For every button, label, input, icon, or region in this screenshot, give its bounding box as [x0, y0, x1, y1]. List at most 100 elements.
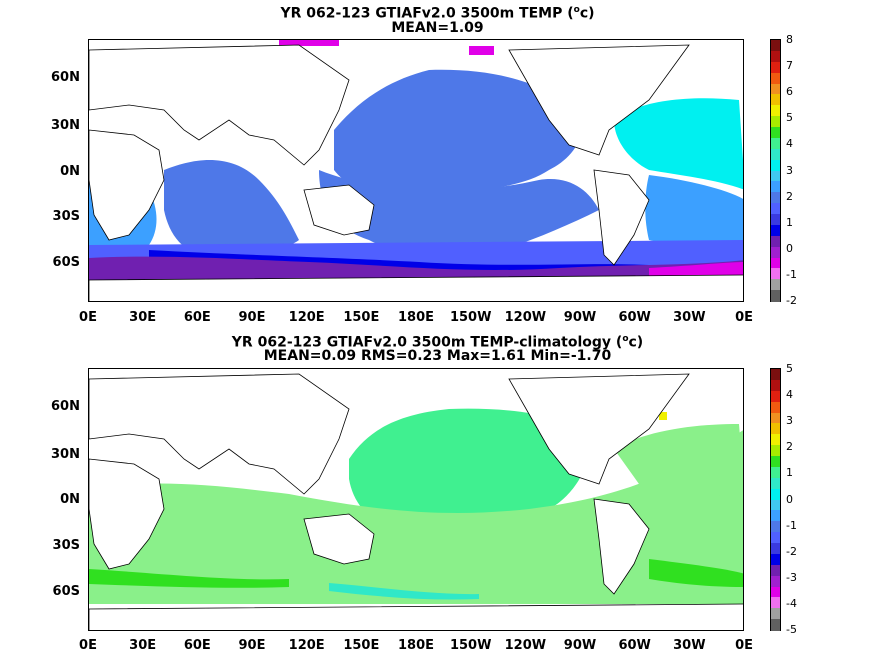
- bottom-land-eurasia: [89, 373, 350, 495]
- colorbar-cell: [771, 608, 780, 620]
- top-title-degree: o: [573, 5, 580, 15]
- top-atlantic-north-region: [614, 98, 743, 190]
- bottom-world-ocean-region: [89, 430, 743, 604]
- colorbar-cell: [771, 477, 780, 490]
- top-lat-30n: 30N: [51, 118, 80, 133]
- bottom-land-antarctica: [89, 603, 743, 630]
- lon-label: 30E: [129, 638, 157, 653]
- colorbar-cell: [771, 564, 780, 577]
- colorbar-tick-label: 5: [786, 362, 793, 375]
- colorbar-tick-label: 2: [786, 189, 793, 203]
- colorbar-cell: [771, 137, 780, 150]
- lon-label: 60W: [618, 638, 651, 653]
- top-north-pacific-region: [334, 69, 582, 201]
- colorbar-tick-label: 1: [786, 466, 793, 480]
- colorbar-cell: [771, 543, 780, 555]
- top-lat-60s: 60S: [52, 255, 80, 270]
- bottom-southern-green-band: [89, 569, 289, 588]
- top-atlantic-south-region: [645, 175, 743, 248]
- colorbar-tick-label: 3: [786, 414, 793, 428]
- colorbar-tick-label: -2: [786, 544, 797, 558]
- bottom-lat-60n: 60N: [51, 399, 80, 414]
- colorbar-cell: [771, 257, 780, 269]
- lon-label: 60E: [183, 310, 211, 325]
- colorbar-cell: [771, 401, 780, 413]
- colorbar-cell: [771, 434, 780, 446]
- colorbar-cell: [771, 170, 780, 182]
- colorbar-cell: [771, 510, 780, 522]
- lon-label: 120W: [504, 638, 547, 653]
- colorbar-tick-label: 4: [786, 137, 793, 151]
- colorbar-tick-label: 6: [786, 85, 793, 99]
- colorbar-tick-label: 1: [786, 215, 793, 229]
- lon-label: 30W: [673, 310, 706, 325]
- top-lat-60n: 60N: [51, 70, 80, 85]
- bottom-land-africa: [89, 458, 165, 570]
- colorbar-cell: [771, 214, 780, 226]
- bottom-stats: MEAN=0.09 RMS=0.23 Max=1.61 Min=-1.70: [263, 348, 612, 364]
- lon-label: 0E: [735, 310, 753, 325]
- bottom-land-southamerica: [593, 498, 650, 595]
- colorbar-cell: [771, 379, 780, 392]
- bottom-cyan-patch: [329, 583, 479, 600]
- bottom-yellow-spot: [659, 412, 667, 420]
- lon-label: 120E: [288, 310, 325, 325]
- colorbar-cell: [771, 290, 780, 302]
- lon-label: 180E: [398, 310, 435, 325]
- colorbar-tick-label: 4: [786, 388, 793, 402]
- colorbar-cell: [771, 40, 780, 52]
- colorbar-cell: [771, 224, 780, 237]
- colorbar-cell: [771, 72, 780, 84]
- colorbar-cell: [771, 83, 780, 95]
- colorbar-tick-label: 5: [786, 111, 793, 125]
- top-colorbar: [770, 39, 781, 302]
- bottom-title: YR 062-123 GTIAFv2.0 3500m TEMP-climatol…: [0, 331, 875, 351]
- bottom-south-atlantic-green: [649, 559, 743, 587]
- colorbar-tick-label: -1: [786, 518, 797, 532]
- colorbar-cell: [771, 369, 780, 381]
- lon-label: 150E: [343, 638, 380, 653]
- lon-label: 60W: [618, 310, 651, 325]
- top-land-southamerica: [593, 169, 650, 266]
- colorbar-cell: [771, 619, 780, 631]
- top-land-northamerica: [508, 44, 690, 156]
- bottom-title-unit: c): [628, 334, 644, 351]
- colorbar-tick-label: 0: [786, 492, 793, 506]
- bottom-land-australia: [303, 513, 375, 565]
- top-title-unit: c): [579, 5, 595, 22]
- lon-label: 90E: [238, 310, 266, 325]
- colorbar-cell: [771, 423, 780, 435]
- colorbar-cell: [771, 181, 780, 193]
- top-arctic-patch: [279, 40, 339, 46]
- lon-label: 0E: [735, 638, 753, 653]
- lon-label: 150W: [449, 638, 492, 653]
- colorbar-cell: [771, 521, 780, 533]
- top-arctic-patch-2: [469, 46, 494, 55]
- top-land-eurasia: [89, 44, 350, 166]
- colorbar-cell: [771, 105, 780, 117]
- lon-label: 0E: [79, 310, 97, 325]
- top-map-panel: [88, 39, 744, 302]
- colorbar-cell: [771, 159, 780, 171]
- lon-label: 90W: [563, 638, 597, 653]
- colorbar-cell: [771, 61, 780, 74]
- bottom-title-text: YR 062-123 GTIAFv2.0 3500m TEMP-climatol…: [231, 334, 623, 351]
- lon-label: 30E: [129, 310, 157, 325]
- bottom-lat-30s: 30S: [52, 538, 80, 553]
- top-title-text: YR 062-123 GTIAFv2.0 3500m TEMP (: [280, 5, 574, 22]
- lon-label: 60E: [183, 638, 211, 653]
- colorbar-cell: [771, 390, 780, 403]
- top-title: YR 062-123 GTIAFv2.0 3500m TEMP (oc): [0, 2, 875, 22]
- colorbar-cell: [771, 597, 780, 609]
- colorbar-cell: [771, 192, 780, 204]
- colorbar-cell: [771, 586, 780, 598]
- lon-label: 180E: [398, 638, 435, 653]
- colorbar-tick-label: 0: [786, 241, 793, 255]
- colorbar-cell: [771, 148, 780, 161]
- colorbar-cell: [771, 127, 780, 139]
- colorbar-tick-label: 3: [786, 163, 793, 177]
- colorbar-cell: [771, 268, 780, 280]
- colorbar-cell: [771, 235, 780, 248]
- colorbar-tick-label: 7: [786, 59, 793, 73]
- colorbar-tick-label: 8: [786, 33, 793, 46]
